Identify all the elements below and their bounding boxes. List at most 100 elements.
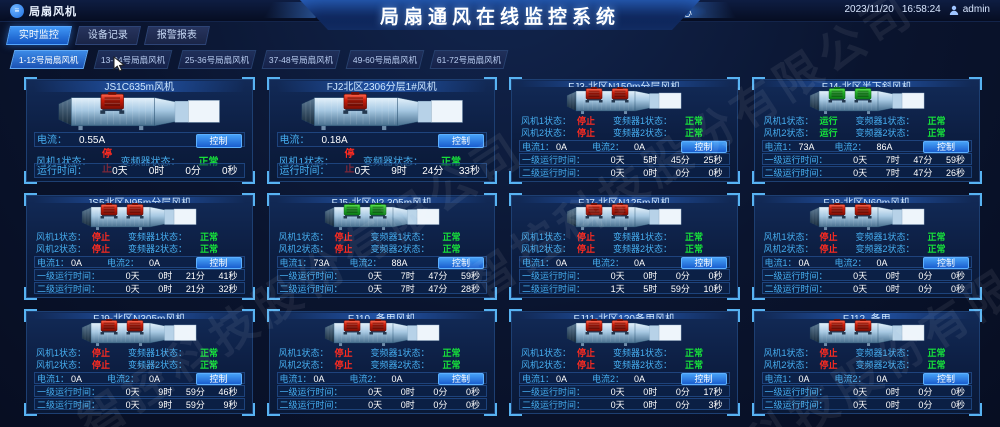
runtime2-label: 二级运行时间： [522,168,586,178]
control-button[interactable]: 控制 [438,373,484,385]
runtime-value: 59分 [670,284,690,294]
status-row-1: 风机1状态： 停止 变频器1状态： 正常 [519,347,730,359]
runtime2-label: 二级运行时间： [522,400,586,410]
runtime-value: 0分 [433,387,448,397]
runtime-value: 0天 [610,271,625,281]
control-button[interactable]: 控制 [923,373,969,385]
status-row: 风机1状态：停止变频器状态：正常 [34,147,245,175]
fan2-status-label: 风机2状态： [763,128,814,138]
runtime-value: 0分 [675,168,690,178]
runtime1-label: 一级运行时间： [522,155,586,165]
inverter-status-value: 正常 [198,156,219,168]
fan-card: FJ5-北区N2 305m风机 风机1状态： 停止 变频器1状态： 正常 风机2状态： [266,193,497,300]
user-menu[interactable]: admin [949,4,990,15]
runtime-value: 0时 [885,387,900,397]
user-icon [949,5,958,15]
card-corner [241,403,255,416]
control-button[interactable]: 控制 [195,257,242,269]
runtime1-label: 一级运行时间： [279,271,343,281]
current-row: 电流1： 0A 电流2： 0A 控制 [519,256,730,269]
control-button[interactable]: 控制 [923,257,969,269]
card-corner [509,193,522,206]
inverter2-status-label: 变频器2状态： [613,360,673,370]
inverter2-status-label: 变频器2状态： [370,360,430,370]
runtime-row-1: 一级运行时间： 0天 0时 0分 0秒 [519,269,730,281]
fan2-status-value: 停止 [577,128,596,138]
control-button[interactable]: 控制 [680,373,727,385]
inverter-status-label: 变频器状态： [363,156,423,168]
inverter1-status-value: 正常 [200,348,219,358]
inverter2-status-value: 正常 [685,360,704,370]
control-button[interactable]: 控制 [195,373,242,385]
sub-tabs: 1-12号局扇风机 13-24号局扇风机 25-36号局扇风机 37-48号局扇… [0,47,1000,72]
card-corner [24,403,37,416]
runtime-value: 0天 [368,284,383,294]
fan1-status-value: 停止 [577,116,596,126]
fan1-status-value: 停止 [92,348,111,358]
subtab-fans-61-72[interactable]: 61-72号局扇风机 [429,50,509,69]
inverter2-status-label: 变频器2状态： [855,360,915,370]
control-button[interactable]: 控制 [438,257,484,269]
card-body: JS5北区N95m分层风机 风机1状态： 停止 变频器1状态： 正常 风机2状态： 停止 [26,195,253,298]
inverter1-status-value: 正常 [442,348,461,358]
control-button[interactable]: 控制 [195,133,242,148]
current-row: 电流1： 0A 电流2： 0A 控制 [519,372,730,385]
runtime2-label: 二级运行时间： [279,284,343,294]
subtab-fans-1-12[interactable]: 1-12号局扇风机 [9,50,89,69]
fan-card-title: FJ5-北区N2 305m风机 [276,197,487,203]
fan-graphic [277,319,488,347]
inverter2-status-value: 正常 [927,360,946,370]
current-row: 电流1： 73A 电流2： 86A 控制 [761,140,972,153]
fan2-status-label: 风机2状态： [521,360,572,370]
card-corner [726,309,740,322]
control-button[interactable]: 控制 [438,133,484,148]
fan1-status-label: 风机1状态： [36,348,87,358]
subtab-fans-25-36[interactable]: 25-36号局扇风机 [177,50,257,69]
subtab-fans-37-48[interactable]: 37-48号局扇风机 [261,50,341,69]
tab-realtime-monitor[interactable]: 实时监控 [5,26,73,45]
card-corner [241,287,255,300]
status-row-1: 风机1状态： 停止 变频器1状态： 正常 [519,231,730,243]
tab-alarm-reports[interactable]: 报警报表 [143,26,211,45]
fan2-status-value: 停止 [334,244,353,254]
runtime-value: 59秒 [460,271,480,281]
runtime-value: 0分 [675,387,690,397]
menu-icon[interactable]: ≡ [10,3,24,18]
fan-graphic [34,91,245,131]
runtime-row-1: 一级运行时间： 0天 0时 0分 0秒 [276,385,487,397]
inverter2-status-value: 正常 [200,360,219,370]
runtime-value: 0天 [853,387,868,397]
inverter1-status-label: 变频器1状态： [855,116,915,126]
fan2-status-label: 风机2状态： [763,244,814,254]
card-corner [751,193,765,206]
runtime-value: 0天 [610,168,625,178]
runtime-value: 0天 [368,271,383,281]
control-button[interactable]: 控制 [680,141,727,153]
runtime-value: 0分 [675,400,690,410]
status-row-2: 风机2状态： 停止 变频器2状态： 正常 [519,127,730,139]
subtab-fans-49-60[interactable]: 49-60号局扇风机 [345,50,425,69]
fan-graphic [762,87,973,115]
fan2-status-value: 停止 [819,244,838,254]
card-corner [751,171,765,184]
runtime-value: 0时 [400,400,415,410]
fan-graphic [277,203,488,231]
runtime-value: 17秒 [703,387,723,397]
app-logo[interactable]: ≡ 局扇风机 [0,3,77,19]
current1-label: 电流1： [522,142,555,152]
current-row: 电流1： 0A 电流2： 0A 控制 [34,256,245,269]
control-button[interactable]: 控制 [680,257,727,269]
current-row: 电流： 0.55A 控制 [34,132,245,148]
fan1-status-label: 风机1状态： [278,156,335,168]
current1-label: 电流1： [764,258,797,268]
current1-value: 73A [798,142,815,152]
subtab-fans-13-24[interactable]: 13-24号局扇风机 [93,50,173,69]
tab-device-records[interactable]: 设备记录 [74,26,142,45]
control-button[interactable]: 控制 [923,141,969,153]
inverter2-status-label: 变频器2状态： [128,244,188,254]
current2-label: 电流2： [349,258,382,268]
